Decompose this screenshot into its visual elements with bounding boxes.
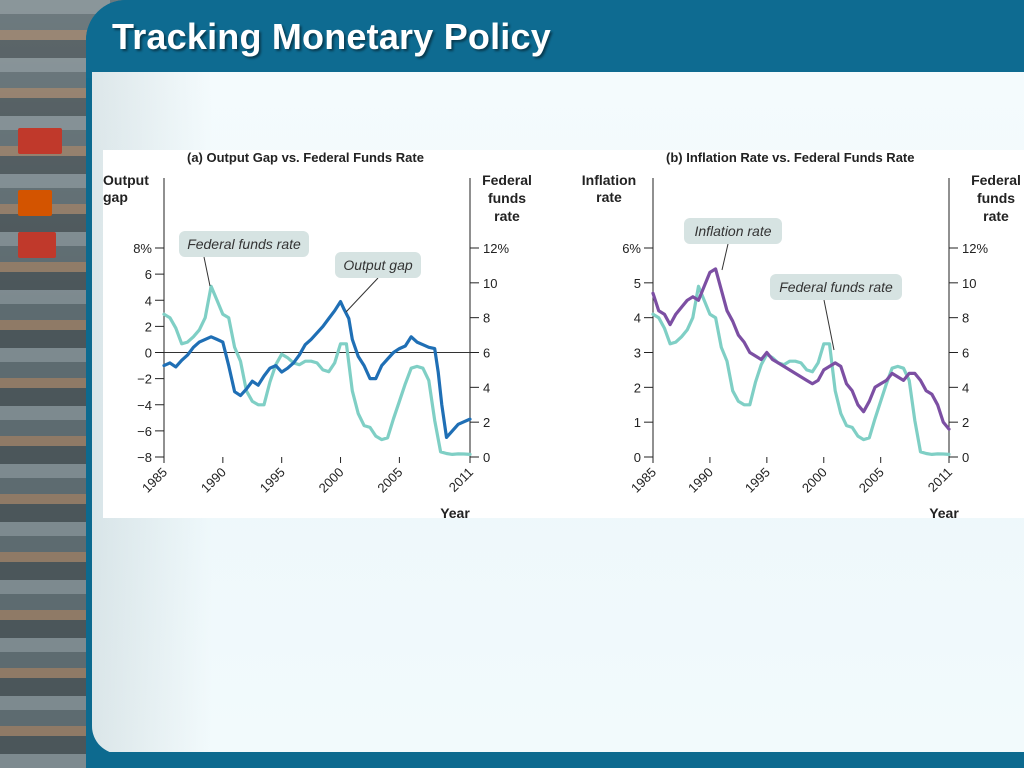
slide-bottom-bar [92,752,1024,768]
y-tick-label-right: 6 [483,346,490,361]
callout-box [179,231,309,257]
y-tick-label-right: 2 [483,415,490,430]
y-tick-label-right: 8 [483,311,490,326]
y-tick-label-right: 4 [483,380,490,395]
x-axis-label: Year [929,505,959,518]
callout-leader [345,277,379,313]
x-tick-label: 2005 [374,465,405,496]
callout-box [335,252,421,278]
y-tick-label-left: 1 [634,415,641,430]
y-axis-label-left: Output gap [103,172,149,205]
series-lines [651,267,951,456]
x-tick-label: 1995 [257,465,288,496]
y-tick-label-left: 4 [634,311,641,326]
y-tick-label-right: 0 [483,450,490,465]
callout-box [770,274,902,300]
x-tick-label: 2011 [925,465,955,495]
x-tick-label: 1995 [742,465,773,496]
photo-sign [18,232,56,258]
series-lines [162,284,472,456]
callout-text: Federal funds rate [779,279,893,295]
y-tick-label-left: 0 [634,450,641,465]
series-line-inflation-rate [651,267,951,431]
x-tick-label: 2005 [856,465,887,496]
y-tick-label-left: −8 [137,450,152,465]
series-line-output-gap [162,300,472,439]
y-tick-label-left: −6 [137,424,152,439]
series-line-federal-funds-rate [651,284,951,456]
figure-panel-b: (b) Inflation Rate vs. Federal Funds Rat… [572,150,1024,521]
y-tick-label-right: 12% [962,241,988,256]
y-axis-label-left: Inflation rate [582,172,636,205]
callout-box [684,218,782,244]
slide-header [86,0,1024,78]
callout-federal-funds-rate: Federal funds rate [179,231,309,287]
x-tick-label: 2011 [446,465,476,495]
y-tick-label-left: −4 [137,398,152,413]
x-axis-label: Year [440,505,470,518]
y-tick-label-right: 8 [962,311,969,326]
callout-output-gap: Output gap [335,252,421,313]
x-tick-label: 2000 [799,465,830,496]
callout-text: Output gap [343,257,412,273]
y-tick-label-left: −2 [137,372,152,387]
x-tick-label: 1990 [685,465,716,496]
callouts: Federal funds rate Output gap [179,231,421,313]
slide-title: Tracking Monetary Policy [112,16,551,57]
y-tick-label-right: 2 [962,415,969,430]
callout-text: Inflation rate [694,223,771,239]
x-tick-label: 1985 [628,465,659,496]
axes: 8% 6 4 2 0 −2 −4 −6 −8 12% 10 8 6 4 2 0 1985 1990 1995 2000… [133,178,509,496]
y-tick-label-right: 0 [962,450,969,465]
y-tick-label-right: 10 [962,276,976,291]
y-tick-label-right: 6 [962,346,969,361]
y-tick-label-right: 10 [483,276,497,291]
chart-title: (b) Inflation Rate vs. Federal Funds Rat… [666,150,914,165]
callout-federal-funds-rate: Federal funds rate [770,274,902,351]
callout-inflation-rate: Inflation rate [684,218,782,271]
photo-sign [18,190,52,216]
y-tick-label-left: 2 [634,380,641,395]
y-tick-label-right: 12% [483,241,509,256]
y-tick-label-left: 3 [634,346,641,361]
y-axis-label-right: Federal funds rate [482,172,532,224]
y-tick-label-left: 5 [634,276,641,291]
y-tick-label-left: 6 [145,267,152,282]
callout-leader [823,299,835,351]
y-tick-label-right: 4 [962,380,969,395]
y-tick-label-left: 4 [145,293,152,308]
x-tick-label: 1985 [139,465,170,496]
y-tick-label-left: 2 [145,319,152,334]
inflation-rate-chart: (b) Inflation Rate vs. Federal Funds Rat… [582,150,1021,521]
x-tick-label: 2000 [316,465,347,496]
callout-text: Federal funds rate [187,236,301,252]
callout-leader [203,256,211,287]
output-gap-chart: (a) Output Gap vs. Federal Funds Rate Ou… [103,150,532,521]
photo-sign [18,128,62,154]
y-tick-label-left: 8% [133,241,152,256]
y-tick-label-left: 6% [622,241,641,256]
y-tick-label-left: 0 [145,346,152,361]
y-axis-label-right: Federal funds rate [971,172,1021,224]
callout-leader [721,243,729,271]
series-line-federal-funds-rate [162,284,472,456]
x-tick-label: 1990 [198,465,229,496]
chart-title: (a) Output Gap vs. Federal Funds Rate [187,150,424,165]
callouts: Inflation rate Federal funds rate [684,218,902,351]
figure-panel-a: (a) Output Gap vs. Federal Funds Rate Ou… [103,150,581,521]
